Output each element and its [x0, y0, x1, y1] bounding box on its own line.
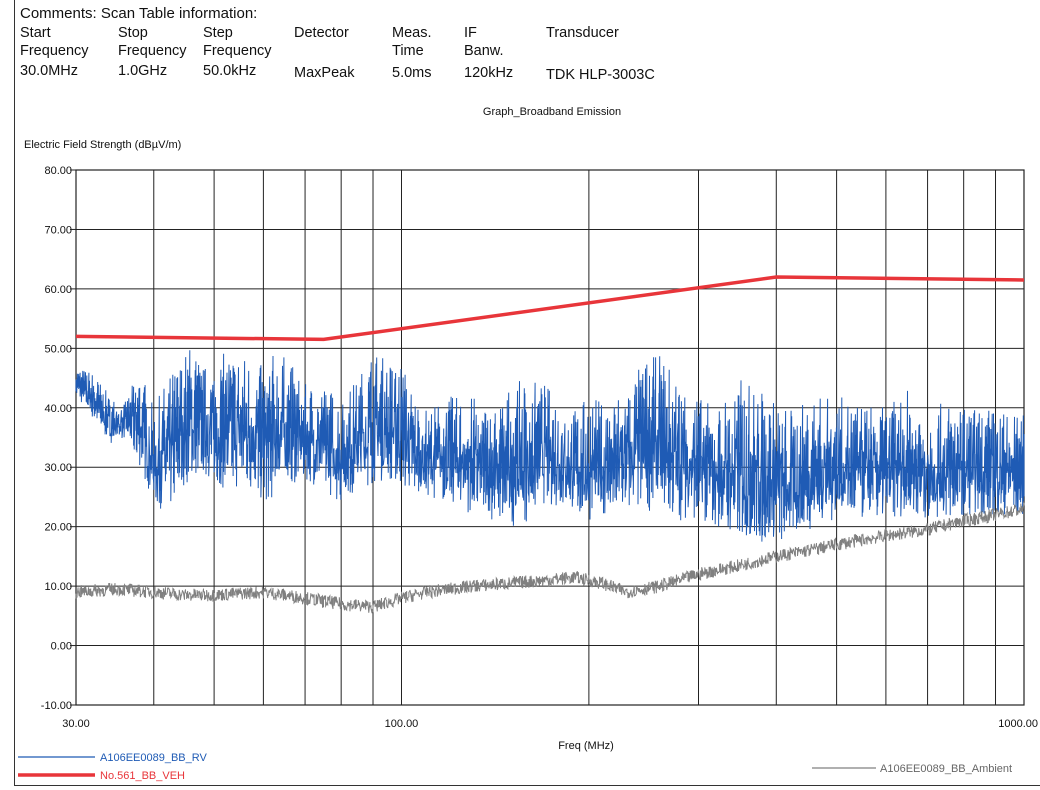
scan-column: Meas. Time 5.0ms	[392, 24, 432, 81]
scan-header: Step	[203, 25, 233, 41]
scan-header: Start	[20, 25, 51, 41]
y-tick-label: 40.00	[44, 403, 72, 415]
scan-value: 30.0MHz	[20, 63, 79, 79]
scan-header: Stop	[118, 25, 148, 41]
scan-column: Detector MaxPeak	[294, 24, 354, 81]
scan-column: Start Frequency 30.0MHz	[20, 24, 89, 79]
scan-column: Transducer TDK HLP-3003C	[546, 24, 655, 83]
scan-value: 120kHz	[464, 65, 514, 81]
comments-label: Comments: Scan Table information:	[20, 5, 258, 22]
chart-frame	[14, 0, 1040, 786]
legend-label: No.561_BB_VEH	[100, 770, 185, 782]
y-axis-label: Electric Field Strength (dBµV/m)	[24, 139, 181, 151]
scan-header: Frequency	[20, 43, 89, 59]
y-tick-label: -10.00	[41, 700, 72, 712]
scan-header: IF	[464, 25, 477, 41]
scan-column: Step Frequency 50.0kHz	[203, 24, 272, 79]
y-tick-label: 60.00	[44, 284, 72, 296]
legend-label: A106EE0089_BB_RV	[100, 752, 207, 764]
scan-value: 5.0ms	[392, 65, 432, 81]
series-ambient-trace	[75, 502, 1025, 614]
series-rv-trace	[75, 350, 1025, 542]
y-tick-label: 20.00	[44, 522, 72, 534]
scan-header: Banw.	[464, 43, 504, 59]
scan-header: Meas.	[392, 25, 432, 41]
x-tick-label: 100.00	[385, 718, 419, 730]
grid	[75, 169, 1025, 706]
scan-value: 1.0GHz	[118, 63, 168, 79]
scan-value: 50.0kHz	[203, 63, 257, 79]
y-tick-label: 30.00	[44, 462, 72, 474]
scan-header: Transducer	[546, 25, 619, 41]
y-tick-label: 70.00	[44, 224, 72, 236]
legend-label: A106EE0089_BB_Ambient	[880, 763, 1012, 775]
y-tick-label: 0.00	[51, 641, 72, 653]
y-tick-label: 10.00	[44, 581, 72, 593]
scan-value: MaxPeak	[294, 65, 355, 81]
x-tick-label: 1000.00	[998, 718, 1038, 730]
scan-column: IF Banw. 120kHz	[464, 24, 513, 81]
y-tick-label: 50.00	[44, 343, 72, 355]
x-tick-label: 30.00	[62, 718, 90, 730]
y-tick-label: 80.00	[44, 165, 72, 177]
scan-value: TDK HLP-3003C	[546, 67, 655, 83]
x-axis-label: Freq (MHz)	[558, 740, 614, 752]
scan-header: Frequency	[203, 43, 272, 59]
chart-title: Graph_Broadband Emission	[483, 106, 621, 118]
scan-header: Time	[392, 43, 424, 59]
scan-column: Stop Frequency 1.0GHz	[118, 24, 187, 79]
scan-header: Detector	[294, 25, 349, 41]
series-limit-line	[75, 275, 1025, 342]
scan-header: Frequency	[118, 43, 187, 59]
